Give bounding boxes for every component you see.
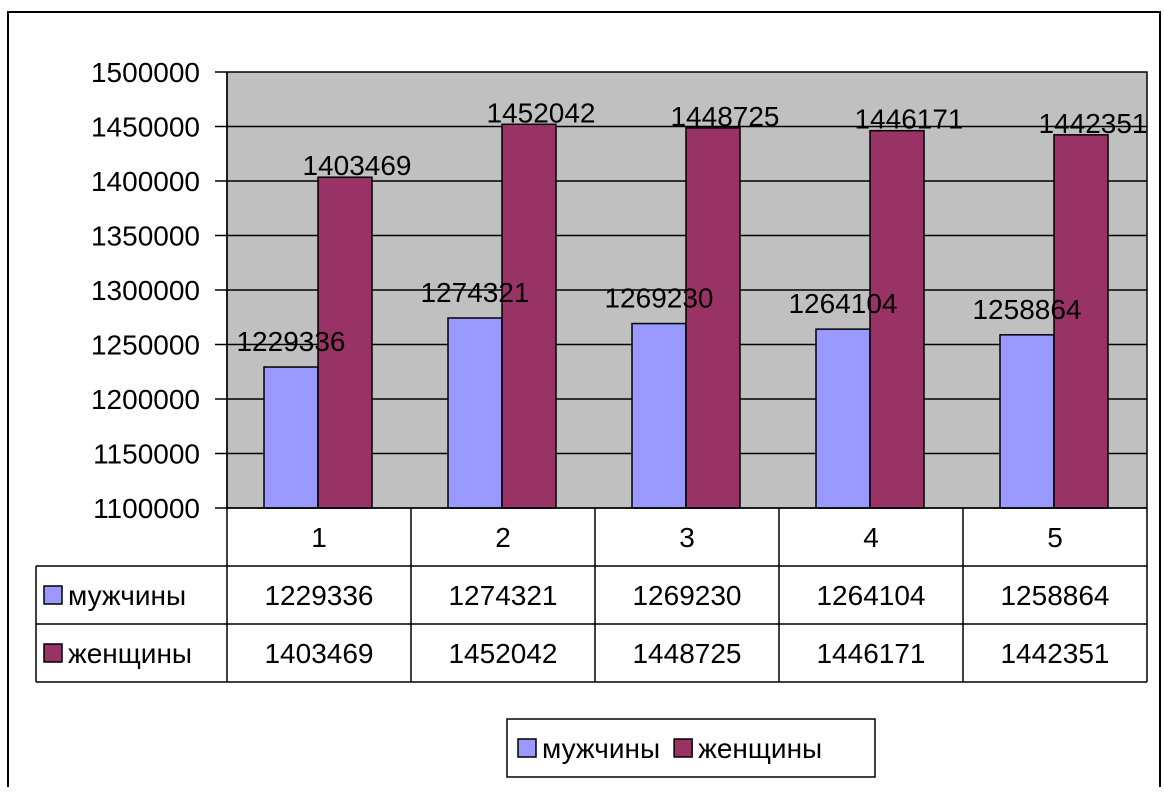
table-cell: 1258864 xyxy=(1000,580,1109,611)
data-label: 1269230 xyxy=(604,283,713,314)
y-tick-label: 1200000 xyxy=(91,384,200,415)
y-tick-label: 1400000 xyxy=(91,166,200,197)
data-label: 1229336 xyxy=(236,326,345,357)
legend-swatch xyxy=(517,738,537,758)
y-tick-label: 1350000 xyxy=(91,221,200,252)
bar-women xyxy=(869,129,925,509)
bar-women xyxy=(1053,134,1109,509)
table-legend-swatch xyxy=(43,585,63,605)
table-cell: 1274321 xyxy=(448,580,557,611)
table-cell: 1269230 xyxy=(632,580,741,611)
y-tick-label: 1450000 xyxy=(91,112,200,143)
data-label: 1403469 xyxy=(302,150,411,181)
x-tick-label: 3 xyxy=(679,522,695,553)
data-label: 1446171 xyxy=(854,104,963,135)
bar-men xyxy=(447,317,503,509)
table-series-name: женщины xyxy=(68,638,192,669)
data-label: 1442351 xyxy=(1038,108,1147,139)
data-label: 1258864 xyxy=(972,294,1081,325)
table-cell: 1229336 xyxy=(264,580,373,611)
data-label: 1274321 xyxy=(420,277,529,308)
bar-men xyxy=(631,322,687,509)
table-legend-swatch xyxy=(43,643,63,663)
table-cell: 1452042 xyxy=(448,638,557,669)
bar-women xyxy=(685,127,741,509)
bar-men xyxy=(815,328,871,509)
y-axis: 1100000 1150000 1200000 1250000 1300000 13500… xyxy=(91,57,227,524)
data-label: 1452042 xyxy=(486,97,595,128)
table-cell: 1448725 xyxy=(632,638,741,669)
y-tick-label: 1150000 xyxy=(93,439,200,470)
legend-entry: мужчины xyxy=(542,733,660,764)
x-tick-label: 4 xyxy=(863,522,879,553)
legend-swatch xyxy=(673,738,693,758)
table-series-name: мужчины xyxy=(68,580,186,611)
bar-men xyxy=(999,334,1055,509)
bar-women xyxy=(317,176,373,509)
data-label: 1448725 xyxy=(670,101,779,132)
data-label: 1264104 xyxy=(788,288,897,319)
table-cell: 1403469 xyxy=(264,638,373,669)
data-table: 1 2 3 4 5 мужчины 1229336 1274321 1269230 1264104… xyxy=(35,72,1148,683)
bars xyxy=(263,123,1109,509)
table-cell: 1264104 xyxy=(816,580,925,611)
y-tick-label: 1250000 xyxy=(91,330,200,361)
y-tick-label: 1100000 xyxy=(93,493,200,524)
x-tick-label: 5 xyxy=(1047,522,1063,553)
table-cell: 1442351 xyxy=(1000,638,1109,669)
x-tick-label: 2 xyxy=(495,522,511,553)
legend: мужчины женщины xyxy=(506,718,876,778)
y-tick-label: 1500000 xyxy=(91,57,200,88)
data-labels: 1229336 1403469 1274321 1452042 1269230 14487… xyxy=(236,97,1147,357)
y-tick-label: 1300000 xyxy=(91,275,200,306)
legend-entry: женщины xyxy=(698,733,822,764)
bar-women xyxy=(501,123,557,509)
bar-men xyxy=(263,366,319,509)
table-cell: 1446171 xyxy=(816,638,925,669)
x-tick-label: 1 xyxy=(311,522,327,553)
